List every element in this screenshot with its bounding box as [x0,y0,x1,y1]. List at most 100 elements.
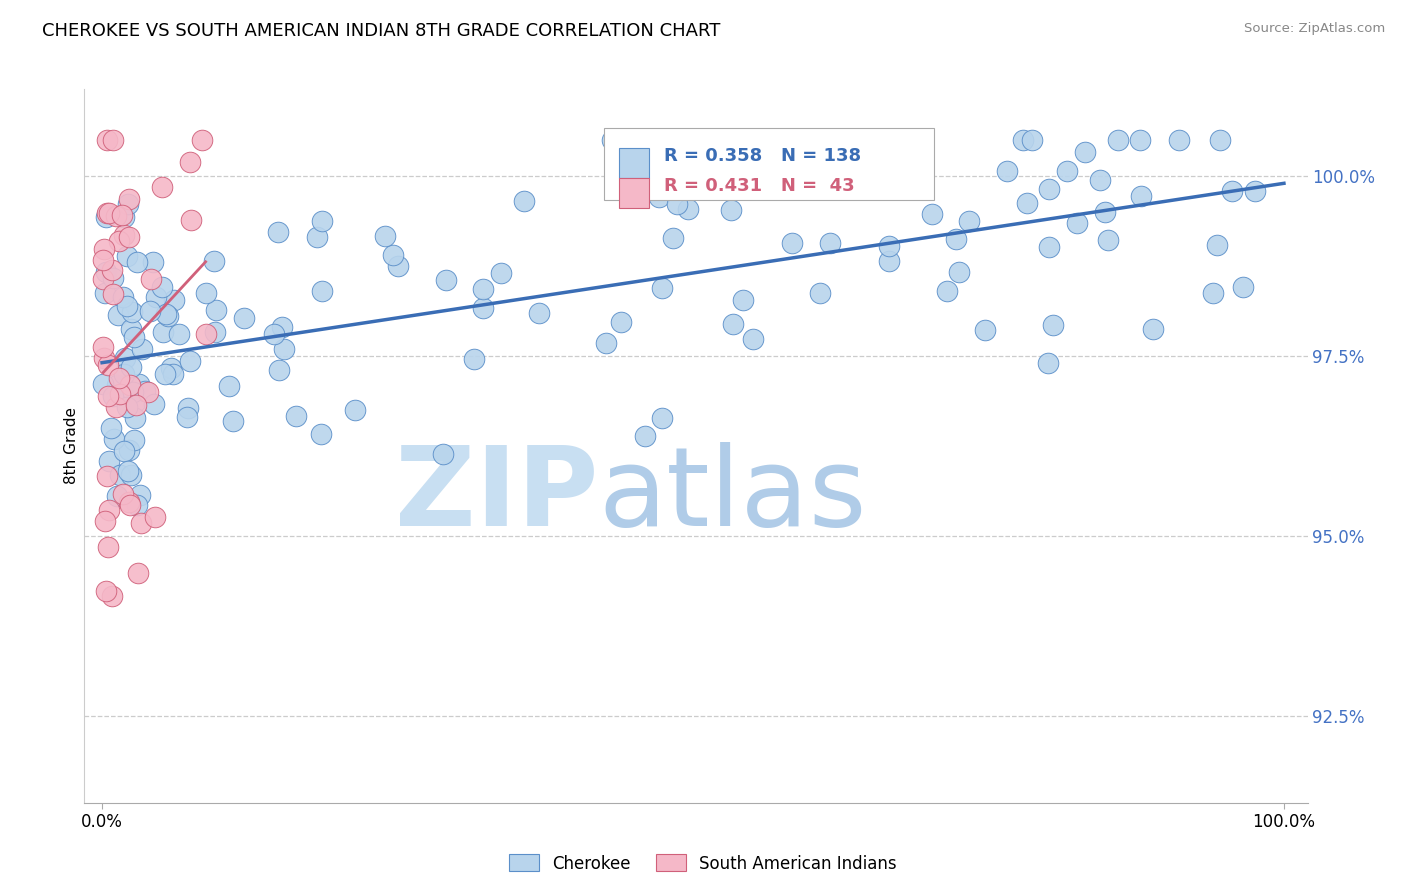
Point [271,319,294,334]
Point [595,336,617,351]
Point [921,207,943,221]
Point [111,208,134,222]
Point [128,377,150,392]
Point [143,510,166,524]
Point [190,133,212,147]
Text: ZIP: ZIP [395,442,598,549]
Point [118,499,141,513]
Point [472,281,495,295]
Point [176,410,198,425]
Point [1038,240,1060,254]
Point [662,231,685,245]
Point [104,209,127,223]
Point [1205,237,1227,252]
Point [125,255,148,269]
Point [142,254,165,268]
Point [307,230,329,244]
Point [1130,189,1153,203]
FancyBboxPatch shape [605,128,935,200]
FancyBboxPatch shape [619,178,650,208]
Point [1202,285,1225,300]
Point [96,206,118,220]
Point [1036,356,1059,370]
Point [122,433,145,447]
Point [1056,164,1078,178]
Point [107,308,129,322]
Point [120,467,142,482]
Point [1209,133,1232,147]
Point [221,414,243,428]
Point [97,358,120,372]
Point [1042,318,1064,333]
Point [1097,234,1119,248]
Point [232,310,254,325]
Point [179,155,201,169]
Point [97,389,120,403]
Point [651,281,673,295]
Point [948,265,970,279]
Text: Source: ZipAtlas.com: Source: ZipAtlas.com [1244,22,1385,36]
Point [117,401,139,415]
Point [720,202,742,217]
Point [472,301,495,315]
Legend: Cherokee, South American Indians: Cherokee, South American Indians [502,847,904,880]
Point [101,133,124,147]
Point [1142,322,1164,336]
Point [957,213,980,227]
Point [529,306,551,320]
Point [343,403,366,417]
Point [117,464,139,478]
Point [127,566,149,580]
Point [105,489,128,503]
Point [108,387,131,401]
Point [139,272,162,286]
Point [91,272,114,286]
Point [309,426,332,441]
Point [311,214,333,228]
Point [463,351,485,366]
Point [1021,133,1043,147]
Point [818,236,841,251]
Point [801,164,824,178]
Point [285,409,308,424]
Point [136,384,159,399]
Point [162,367,184,381]
Point [117,249,139,263]
Point [877,254,900,268]
Point [105,377,128,392]
Point [94,514,117,528]
Point [512,194,534,209]
Point [94,584,117,599]
Point [131,342,153,356]
Point [1222,184,1244,198]
Point [134,384,156,398]
Point [374,228,396,243]
Point [204,325,226,339]
Point [104,400,127,414]
Point [125,398,148,412]
Point [118,378,141,392]
Point [194,327,217,342]
Point [108,371,131,385]
Point [202,254,225,268]
Point [97,540,120,554]
Point [98,502,121,516]
Point [118,495,141,509]
Point [107,234,129,248]
Point [731,293,754,307]
Point [163,293,186,307]
Point [266,226,288,240]
Point [97,454,120,468]
Point [218,378,240,392]
Point [180,212,202,227]
Point [648,189,671,203]
Point [1012,133,1035,147]
Point [112,210,135,224]
Point [120,359,142,374]
Point [100,421,122,435]
Point [1074,145,1097,159]
Point [91,377,114,392]
Point [128,488,150,502]
FancyBboxPatch shape [619,148,650,178]
Point [118,192,141,206]
